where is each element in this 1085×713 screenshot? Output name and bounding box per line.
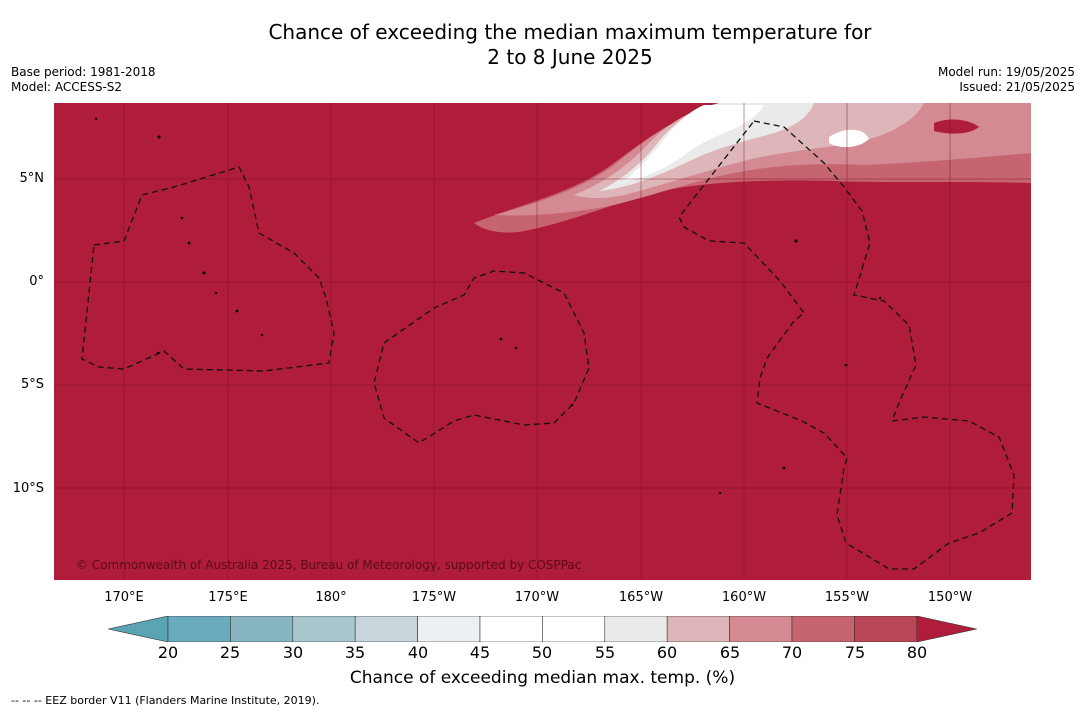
lat-label-5n: 5°N (19, 171, 45, 186)
islands (94, 117, 882, 495)
colorbar-tick: 35 (344, 643, 366, 662)
model-run-text: Model run: 19/05/2025 (937, 65, 1075, 79)
lon-label-155w: 155°W (824, 590, 870, 605)
copyright-text: © Commonwealth of Australia 2025, Bureau… (76, 558, 582, 572)
colorbar-tick: 40 (407, 643, 429, 662)
eez-borders (81, 120, 1015, 570)
meta-right: Model run: 19/05/2025 Issued: 21/05/2025 (938, 65, 1075, 95)
eez-kiribati-line (678, 120, 1015, 570)
colorbar-tick: 20 (157, 643, 179, 662)
eez-footnote: -- -- -- EEZ border V11 (Flanders Marine… (11, 694, 320, 707)
map-title: Chance of exceeding the median maximum t… (0, 20, 1085, 70)
colorbar-segment (230, 616, 294, 642)
colorbar-segment (604, 616, 668, 642)
lon-label-175w: 175°W (411, 590, 457, 605)
colorbar-tick: 65 (719, 643, 741, 662)
title-line-1: Chance of exceeding the median maximum t… (268, 20, 872, 44)
lon-label-150w: 150°W (927, 590, 973, 605)
colorbar-segment (167, 616, 231, 642)
lon-label-180: 180° (315, 590, 347, 605)
title-line-2: 2 to 8 June 2025 (487, 45, 653, 69)
colorbar-segment (854, 616, 918, 642)
colorbar (108, 616, 977, 642)
colorbar-tick: 50 (531, 643, 553, 662)
colorbar-segment (479, 616, 543, 642)
lat-label-5s: 5°S (20, 377, 44, 392)
eez-kiribati-phoenix (373, 270, 590, 444)
colorbar-tick: 55 (594, 643, 616, 662)
lat-label-0: 0° (29, 274, 44, 289)
lon-label-170w: 170°W (514, 590, 560, 605)
model-text: Model: ACCESS-S2 (11, 80, 123, 94)
colorbar-tick: 80 (906, 643, 928, 662)
colorbar-tick: 70 (781, 643, 803, 662)
colorbar-segment (292, 616, 356, 642)
base-period-text: Base period: 1981-2018 (11, 65, 156, 79)
shade-75 (934, 119, 979, 134)
colorbar-over-arrow (916, 616, 977, 642)
colorbar-under-arrow (108, 616, 169, 642)
shade-70-b (829, 129, 869, 148)
lat-label-10s: 10°S (12, 481, 44, 496)
lon-label-170e: 170°E (104, 590, 144, 605)
colorbar-segment (729, 616, 793, 642)
colorbar-tick: 30 (282, 643, 304, 662)
issued-text: Issued: 21/05/2025 (959, 80, 1075, 94)
shade-60 (574, 103, 924, 198)
lon-label-165w: 165°W (618, 590, 664, 605)
colorbar-tick: 45 (469, 643, 491, 662)
probability-shading (474, 103, 1031, 233)
colorbar-segment (791, 616, 855, 642)
eez-kiribati-gilbert (81, 166, 335, 372)
colorbar-tick: 60 (656, 643, 678, 662)
colorbar-segment (354, 616, 418, 642)
colorbar-label: Chance of exceeding median max. temp. (%… (349, 668, 736, 688)
colorbar-tick: 25 (219, 643, 241, 662)
colorbar-segment (542, 616, 606, 642)
map-canvas (54, 103, 1031, 580)
shade-50 (624, 105, 764, 181)
lon-label-160w: 160°W (721, 590, 767, 605)
lon-label-175e: 175°E (208, 590, 248, 605)
meta-left: Base period: 1981-2018 Model: ACCESS-S2 (11, 65, 156, 95)
colorbar-tick: 75 (844, 643, 866, 662)
colorbar-segment (666, 616, 730, 642)
colorbar-segment (417, 616, 481, 642)
map-panel (54, 103, 1031, 580)
